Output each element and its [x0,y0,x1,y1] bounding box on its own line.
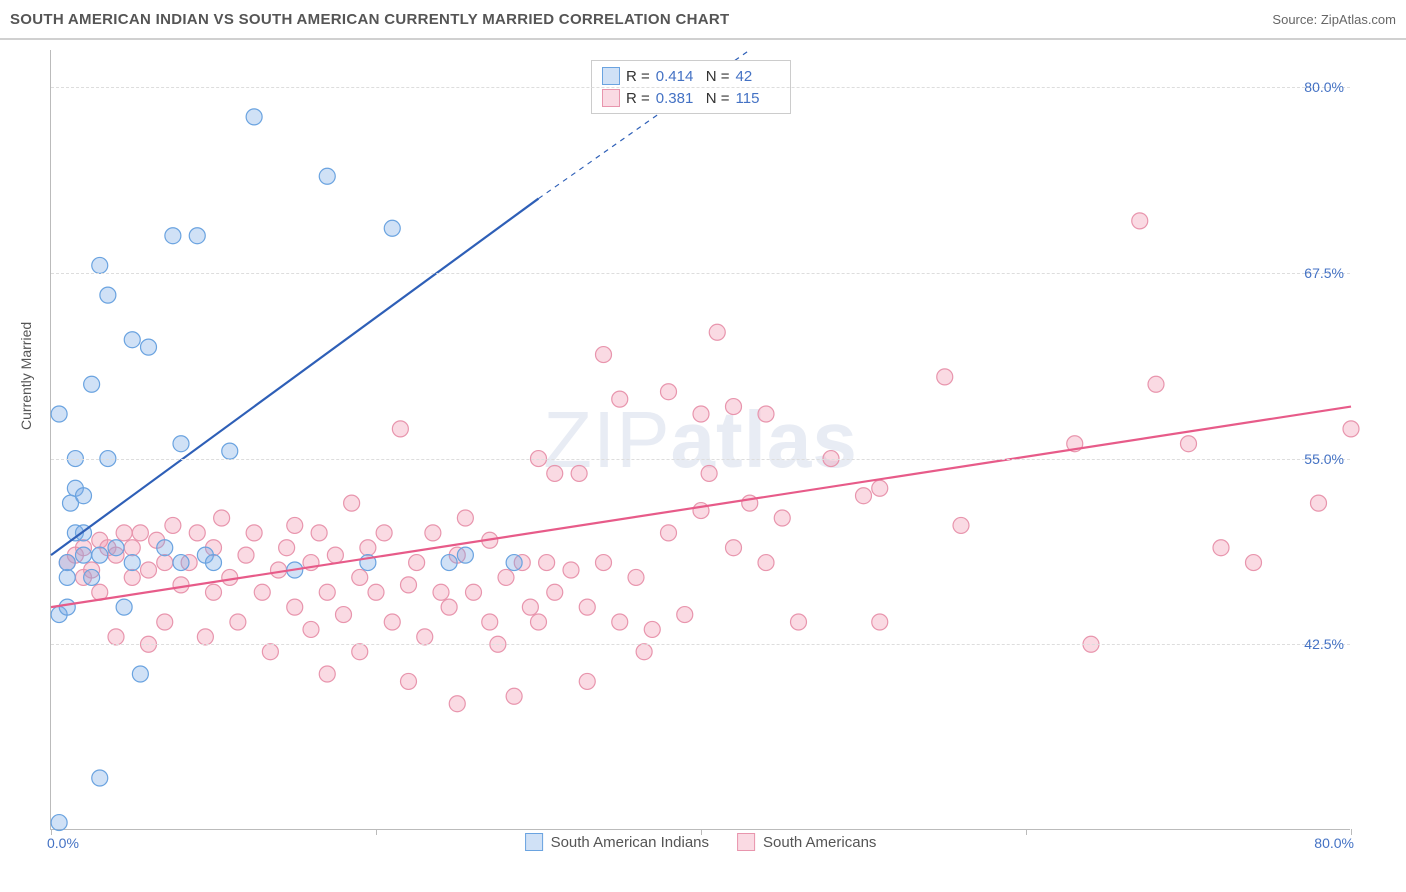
bottom-legend: South American Indians South Americans [525,833,877,851]
legend-swatch-0 [525,833,543,851]
chart-title: SOUTH AMERICAN INDIAN VS SOUTH AMERICAN … [10,11,729,28]
ytick-label: 80.0% [1304,79,1344,95]
xtick [1351,829,1352,835]
ytick-label: 67.5% [1304,265,1344,281]
source-value: ZipAtlas.com [1321,12,1396,27]
gridline-h [51,87,1350,88]
r-value-1: 0.381 [656,90,700,107]
xtick [51,829,52,835]
ytick-label: 42.5% [1304,636,1344,652]
n-value-1: 115 [736,90,780,107]
x-axis-max-label: 80.0% [1314,835,1354,851]
r-value-0: 0.414 [656,68,700,85]
legend-label-1: South Americans [763,834,876,851]
n-value-0: 42 [736,68,780,85]
chart-svg [51,50,1350,829]
plot-area: ZIPatlas R = 0.414 N = 42 R = 0.381 N = … [50,50,1350,830]
xtick [376,829,377,835]
swatch-series-0 [602,67,620,85]
xtick [1026,829,1027,835]
source-label: Source: [1272,12,1317,27]
chart-header: SOUTH AMERICAN INDIAN VS SOUTH AMERICAN … [0,0,1406,40]
swatch-series-1 [602,89,620,107]
gridline-h [51,273,1350,274]
legend-item-1: South Americans [737,833,876,851]
legend-item-0: South American Indians [525,833,709,851]
xtick [701,829,702,835]
legend-stats-row-1: R = 0.381 N = 115 [602,87,780,109]
legend-label-0: South American Indians [551,834,709,851]
legend-stats-row-0: R = 0.414 N = 42 [602,65,780,87]
x-axis-min-label: 0.0% [47,835,79,851]
gridline-h [51,459,1350,460]
gridline-h [51,644,1350,645]
legend-swatch-1 [737,833,755,851]
source-attribution: Source: ZipAtlas.com [1272,12,1396,27]
ytick-label: 55.0% [1304,451,1344,467]
y-axis-label: Currently Married [18,322,34,430]
